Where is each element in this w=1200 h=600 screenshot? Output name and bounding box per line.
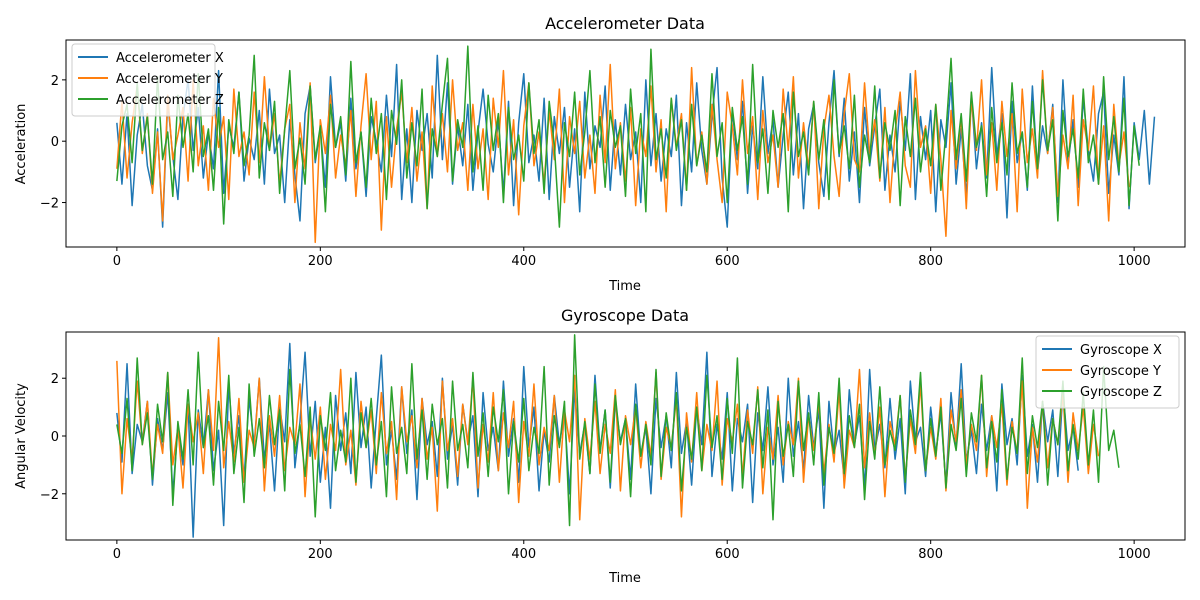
legend-label: Accelerometer X (116, 51, 224, 66)
x-axis-label: Time (608, 279, 641, 294)
legend-label: Accelerometer Z (116, 93, 224, 108)
series-line-accelerometer-x (116, 54, 1156, 228)
y-tick-label: 0 (51, 135, 59, 150)
axes-frame (65, 39, 1186, 248)
accelerometer-chart: Accelerometer Data 0 200 400 600 800 1000 −2 0 2… (14, 14, 1186, 294)
x-tick-label: 400 (511, 254, 536, 269)
legend-label: Gyroscope Z (1080, 385, 1162, 400)
x-tick-label: 1000 (1118, 254, 1151, 269)
x-tick-label: 0 (113, 254, 121, 269)
x-tick-label: 600 (715, 254, 740, 269)
y-axis-label: Angular Velocity (14, 383, 29, 489)
x-tick-label: 0 (113, 547, 121, 562)
legend: Gyroscope X Gyroscope Y Gyroscope Z (1035, 335, 1180, 409)
chart-title: Gyroscope Data (561, 306, 689, 325)
gyroscope-chart: Gyroscope Data 0 200 400 600 800 1000 −2 0 2 Tim… (14, 306, 1186, 586)
x-tick-label: 600 (715, 547, 740, 562)
axis-ticks: 0 200 400 600 800 1000 −2 0 2 (40, 74, 1151, 269)
x-axis-label: Time (608, 571, 641, 586)
y-tick-label: −2 (40, 197, 59, 212)
x-tick-label: 400 (511, 547, 536, 562)
y-axis-label: Acceleration (14, 104, 29, 185)
x-tick-label: 200 (308, 547, 333, 562)
x-tick-label: 1000 (1118, 547, 1151, 562)
x-tick-label: 800 (918, 254, 943, 269)
chart-title: Accelerometer Data (545, 14, 705, 33)
plot-area (116, 334, 1120, 538)
y-tick-label: 2 (51, 372, 59, 387)
series-line-accelerometer-z (116, 45, 1140, 228)
legend: Accelerometer X Accelerometer Y Accelerome… (71, 43, 224, 117)
series-line-gyroscope-z (116, 334, 1120, 527)
y-tick-label: −2 (40, 488, 59, 503)
plot-area (116, 45, 1156, 244)
legend-label: Gyroscope Y (1080, 364, 1161, 379)
legend-label: Accelerometer Y (116, 72, 223, 87)
y-tick-label: 2 (51, 74, 59, 89)
y-tick-label: 0 (51, 430, 59, 445)
x-tick-label: 800 (918, 547, 943, 562)
axis-ticks: 0 200 400 600 800 1000 −2 0 2 (40, 372, 1151, 562)
legend-label: Gyroscope X (1080, 343, 1162, 358)
x-tick-label: 200 (308, 254, 333, 269)
